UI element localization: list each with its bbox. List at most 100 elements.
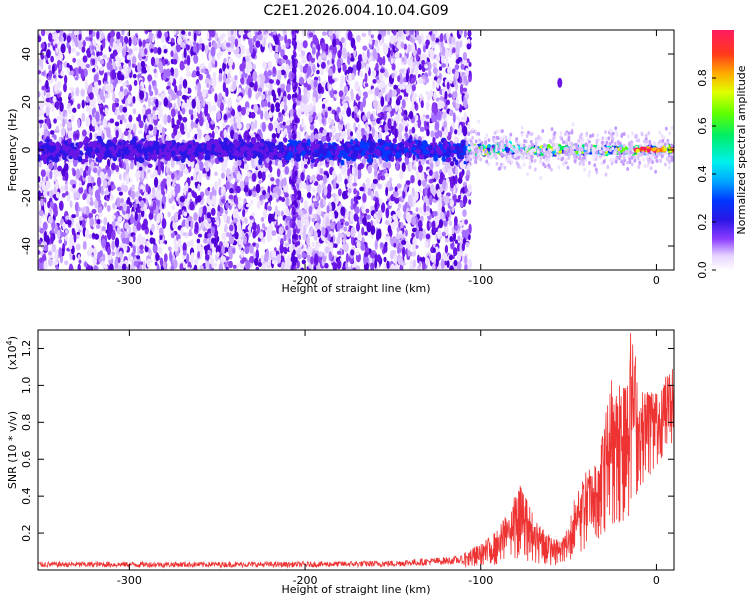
spectrogram-dot xyxy=(98,212,102,218)
spectrogram-dot xyxy=(132,123,137,134)
spectrogram-dot xyxy=(444,126,449,138)
spectrogram-dot xyxy=(38,91,41,98)
spectrogram-dot xyxy=(301,30,306,37)
spectrogram-dot xyxy=(127,31,131,37)
spectrogram-dot xyxy=(464,255,468,265)
spectrogram-dot xyxy=(254,119,258,130)
spectrogram-dot xyxy=(352,182,358,187)
spectrogram-dot xyxy=(342,242,347,251)
spectrogram-dot xyxy=(273,77,277,86)
spectrogram-dot xyxy=(41,42,46,50)
spectrogram-dot xyxy=(150,48,154,53)
spectrogram-dot xyxy=(374,259,378,269)
spectrogram-dot xyxy=(245,175,249,183)
spectrogram-dot xyxy=(408,128,412,136)
spectrogram-dot xyxy=(82,55,88,63)
spectrogram-dot xyxy=(383,45,389,56)
spectrogram-dot xyxy=(72,169,77,177)
spectrogram-dot xyxy=(429,48,435,59)
spectrogram-dot xyxy=(301,55,306,64)
spectrogram-dot xyxy=(467,258,473,270)
spectrogram-dot xyxy=(386,260,390,269)
spectrogram-dot xyxy=(223,114,228,121)
spectrogram-dot xyxy=(182,232,187,237)
spectrogram-dot xyxy=(372,99,379,109)
spectrogram-dot xyxy=(60,43,66,54)
spectrogram-dot xyxy=(92,255,97,266)
spectrogram-dot xyxy=(71,214,77,219)
spectrogram-dot xyxy=(362,91,367,97)
spectrogram-dot xyxy=(421,179,427,188)
spectrogram-dot xyxy=(158,227,164,236)
spectrogram-dot xyxy=(452,112,456,124)
spectrogram-dot xyxy=(425,114,430,119)
spectrogram-dot xyxy=(272,187,277,194)
spectrogram-dot xyxy=(310,256,315,265)
spectrogram-dot xyxy=(210,30,216,38)
spectrogram-dot xyxy=(272,45,277,52)
spectrogram-dot xyxy=(442,111,447,120)
spectrogram-dot xyxy=(103,216,108,226)
spectrogram-dot xyxy=(55,180,59,190)
spectrogram-dot xyxy=(228,47,234,53)
spectrogram-dot xyxy=(214,263,218,268)
spectrogram-dot xyxy=(41,180,46,191)
spectrogram-dot xyxy=(117,215,123,223)
spectrogram-dot xyxy=(206,204,212,213)
spectrogram-dot xyxy=(102,38,106,49)
spectrogram-dot xyxy=(49,169,53,180)
spectrogram-dot xyxy=(129,265,136,270)
spectrogram-dot xyxy=(128,36,132,47)
spectrogram-dot xyxy=(109,30,116,38)
spectrogram-dot xyxy=(418,76,423,85)
spectrogram-dot xyxy=(385,207,390,219)
spectrogram-dot xyxy=(468,199,472,205)
spectrogram-dot xyxy=(256,200,261,209)
spectrogram-dot xyxy=(253,103,259,113)
spectrogram-dot xyxy=(219,130,224,138)
spectrogram-dot xyxy=(48,251,52,256)
spectrogram-dot xyxy=(448,48,452,59)
spectrogram-dot xyxy=(278,111,282,118)
spectrogram-dot xyxy=(106,205,111,212)
spectrogram-dot xyxy=(251,222,257,231)
spectrogram-dot xyxy=(342,238,346,244)
spectrogram-dot xyxy=(384,236,390,242)
spectrogram-dot xyxy=(114,237,120,248)
spectrogram-dot xyxy=(353,188,357,195)
spectrogram-dot xyxy=(240,44,246,55)
spectrogram-dot xyxy=(64,170,69,182)
spectrogram-dot xyxy=(136,255,141,260)
spectrogram-dot xyxy=(252,35,257,43)
spectrogram-dot xyxy=(327,117,332,124)
spectrogram-dot xyxy=(195,95,199,104)
spectrogram-dot xyxy=(211,245,216,252)
spectrogram-dot xyxy=(433,76,437,81)
spectrogram-dot xyxy=(362,45,368,51)
spectrogram-dot xyxy=(139,264,142,270)
spectrogram-dot xyxy=(452,247,458,257)
spectrogram-dot xyxy=(454,239,458,244)
spectrogram-dot xyxy=(390,263,396,270)
spectrogram-dot xyxy=(180,41,186,48)
spectrogram-dot xyxy=(158,57,163,63)
spectrogram-dot xyxy=(312,34,318,46)
spectrogram-dot xyxy=(171,182,176,188)
spectrogram-dot xyxy=(106,246,111,256)
spectrogram-dot xyxy=(228,233,232,245)
spectrogram-dot xyxy=(72,57,76,63)
spectrogram-dot xyxy=(362,217,367,225)
spectrogram-dot xyxy=(347,30,353,41)
spectrogram-dot xyxy=(336,58,342,69)
spectrogram-dot xyxy=(216,52,221,60)
spectrogram-dot xyxy=(359,186,365,192)
spectrogram-dot xyxy=(399,68,405,74)
spectrogram-dot xyxy=(47,215,53,225)
spectrogram-dot xyxy=(344,211,349,219)
spectrogram-dot xyxy=(410,174,415,184)
spectrogram-dot xyxy=(315,243,319,250)
spectrogram-dot xyxy=(169,250,172,262)
spectrogram-dot xyxy=(203,161,209,167)
spectrogram-dot xyxy=(337,232,343,239)
spectrogram-dot xyxy=(153,169,158,178)
